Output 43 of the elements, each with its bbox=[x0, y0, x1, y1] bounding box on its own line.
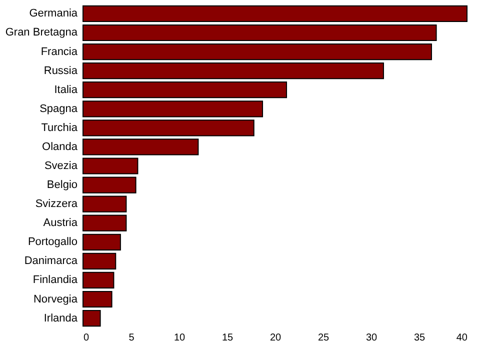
bar bbox=[82, 100, 264, 118]
y-tick-label: Finlandia bbox=[32, 274, 78, 286]
bar bbox=[82, 214, 127, 232]
y-tick-label: Belgio bbox=[46, 179, 78, 192]
y-tick-label: Germania bbox=[29, 8, 78, 20]
bar bbox=[82, 24, 437, 42]
y-tick-label: Austria bbox=[43, 217, 78, 230]
y-tick-label: Russia bbox=[44, 64, 78, 77]
bar bbox=[82, 62, 384, 80]
bar bbox=[82, 234, 121, 250]
x-tick-label: 20 bbox=[270, 332, 282, 344]
bar bbox=[82, 176, 136, 194]
bar bbox=[82, 5, 468, 22]
x-tick-label: 35 bbox=[414, 332, 426, 344]
bar bbox=[82, 310, 101, 327]
y-tick-label: Italia bbox=[54, 84, 78, 96]
y-tick-label: Danimarca bbox=[24, 255, 78, 268]
y-tick-label: Turchia bbox=[41, 122, 78, 134]
bar bbox=[82, 82, 288, 98]
bar bbox=[82, 138, 199, 156]
x-tick-label: 0 bbox=[84, 332, 90, 344]
bar bbox=[82, 43, 432, 60]
x-tick-label: 5 bbox=[128, 332, 135, 344]
y-tick-label: Francia bbox=[40, 46, 78, 58]
bar bbox=[82, 272, 114, 289]
bar bbox=[82, 290, 112, 308]
y-tick-label: Spagna bbox=[40, 102, 78, 115]
bar bbox=[82, 252, 116, 270]
y-tick-label: Portogallo bbox=[28, 236, 78, 248]
y-tick-label: Svizzera bbox=[35, 198, 78, 210]
bar bbox=[82, 120, 254, 136]
x-tick-label: 25 bbox=[318, 332, 330, 344]
x-tick-label: 40 bbox=[456, 332, 468, 344]
bar bbox=[82, 196, 127, 212]
y-tick-label: Svezia bbox=[44, 160, 78, 172]
y-tick-label: Norvegia bbox=[33, 293, 78, 306]
x-tick-label: 30 bbox=[366, 332, 378, 344]
x-tick-label: 10 bbox=[174, 332, 186, 344]
y-tick-label: Gran Bretagna bbox=[5, 26, 78, 39]
y-tick-label: Olanda bbox=[42, 140, 78, 153]
bar bbox=[82, 158, 138, 174]
y-tick-label: Irlanda bbox=[44, 312, 78, 324]
x-tick-label: 15 bbox=[222, 332, 234, 344]
